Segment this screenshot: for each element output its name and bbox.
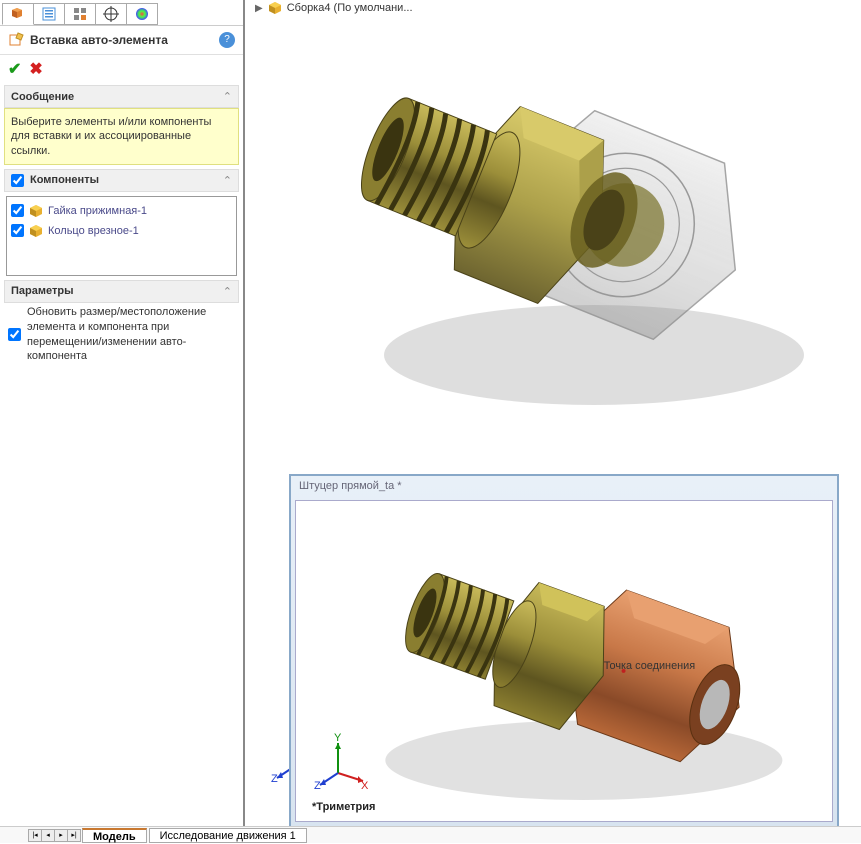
tab-dimxpert[interactable] bbox=[95, 3, 127, 25]
bottom-tab-bar: |◂ ◂ ▸ ▸| Модель Исследование движения 1 bbox=[0, 826, 861, 843]
secondary-view-window[interactable]: Штуцер прямой_ta * bbox=[289, 474, 839, 828]
svg-text:Y: Y bbox=[334, 733, 342, 744]
part-icon bbox=[28, 203, 44, 219]
tab-appearance[interactable] bbox=[126, 3, 158, 25]
help-icon[interactable]: ? bbox=[219, 32, 235, 48]
target-icon bbox=[103, 6, 119, 22]
property-manager-panel: Вставка авто-элемента ? ✔ ✖ Сообщение ⌃ … bbox=[0, 0, 245, 843]
section-title: Параметры bbox=[11, 285, 223, 297]
svg-text:Z: Z bbox=[271, 773, 278, 785]
cancel-button[interactable]: ✖ bbox=[29, 59, 42, 79]
chevron-up-icon: ⌃ bbox=[223, 174, 232, 187]
annotation-label: Точка соединения bbox=[604, 660, 696, 672]
tab-motion-study[interactable]: Исследование движения 1 bbox=[149, 828, 307, 843]
property-manager-actions: ✔ ✖ bbox=[0, 55, 243, 85]
message-section: Сообщение ⌃ Выберите элементы и/или комп… bbox=[4, 85, 239, 165]
parameters-body: Обновить размер/местоположение элемента … bbox=[4, 303, 239, 366]
part-icon bbox=[28, 223, 44, 239]
secondary-view-body[interactable]: Точка соединения bbox=[295, 500, 833, 822]
panel-tab-strip bbox=[0, 0, 243, 26]
parameters-section: Параметры ⌃ Обновить размер/местоположен… bbox=[4, 280, 239, 366]
tab-property-manager[interactable] bbox=[33, 3, 65, 25]
param-checkbox[interactable] bbox=[8, 305, 21, 364]
component-label: Кольцо врезное-1 bbox=[48, 225, 139, 237]
appearance-icon bbox=[134, 6, 150, 22]
view-orientation-label: *Триметрия bbox=[312, 801, 375, 813]
component-checkbox[interactable] bbox=[11, 204, 24, 217]
graphics-viewport[interactable]: ▶ Сборка4 (По умолчани... bbox=[247, 0, 861, 826]
chevron-up-icon: ⌃ bbox=[223, 285, 232, 298]
property-manager-header: Вставка авто-элемента ? bbox=[0, 26, 243, 55]
tab-feature-manager[interactable] bbox=[2, 3, 34, 25]
tab-configuration-manager[interactable] bbox=[64, 3, 96, 25]
components-section-header[interactable]: Компоненты ⌃ bbox=[4, 169, 239, 192]
step-back-button[interactable]: ◂ bbox=[41, 829, 55, 842]
ffwd-button[interactable]: ▸| bbox=[67, 829, 81, 842]
svg-text:Z: Z bbox=[314, 780, 321, 792]
param-text: Обновить размер/местоположение элемента … bbox=[27, 305, 235, 364]
secondary-view-title: Штуцер прямой_ta * bbox=[291, 476, 837, 496]
components-master-checkbox[interactable] bbox=[11, 174, 24, 187]
secondary-fitting-render: Точка соединения bbox=[296, 501, 832, 821]
config-icon bbox=[72, 6, 88, 22]
components-list[interactable]: Гайка прижимная-1 Кольцо врезное-1 bbox=[6, 196, 237, 276]
message-body: Выберите элементы и/или компоненты для в… bbox=[4, 108, 239, 165]
section-title: Компоненты bbox=[30, 174, 223, 186]
parameters-section-header[interactable]: Параметры ⌃ bbox=[4, 280, 239, 303]
main-fitting-render bbox=[294, 25, 814, 445]
tab-model[interactable]: Модель bbox=[82, 828, 147, 843]
components-section: Компоненты ⌃ Гайка прижимная-1 Кольцо вр… bbox=[4, 169, 239, 276]
svg-text:X: X bbox=[361, 780, 368, 792]
chevron-up-icon: ⌃ bbox=[223, 90, 232, 103]
message-section-header[interactable]: Сообщение ⌃ bbox=[4, 85, 239, 108]
main-3d-view[interactable] bbox=[247, 0, 861, 470]
assembly-icon bbox=[10, 6, 26, 22]
step-fwd-button[interactable]: ▸ bbox=[54, 829, 68, 842]
section-title: Сообщение bbox=[11, 91, 223, 103]
property-manager-title: Вставка авто-элемента bbox=[30, 33, 219, 47]
insert-feature-icon bbox=[8, 32, 24, 48]
ok-button[interactable]: ✔ bbox=[8, 59, 21, 79]
component-label: Гайка прижимная-1 bbox=[48, 205, 147, 217]
rewind-button[interactable]: |◂ bbox=[28, 829, 42, 842]
list-item[interactable]: Кольцо врезное-1 bbox=[11, 221, 232, 241]
component-checkbox[interactable] bbox=[11, 224, 24, 237]
view-triad[interactable]: X Y Z bbox=[308, 733, 368, 793]
list-item[interactable]: Гайка прижимная-1 bbox=[11, 201, 232, 221]
list-icon bbox=[41, 6, 57, 22]
playback-controls: |◂ ◂ ▸ ▸| bbox=[28, 829, 80, 842]
